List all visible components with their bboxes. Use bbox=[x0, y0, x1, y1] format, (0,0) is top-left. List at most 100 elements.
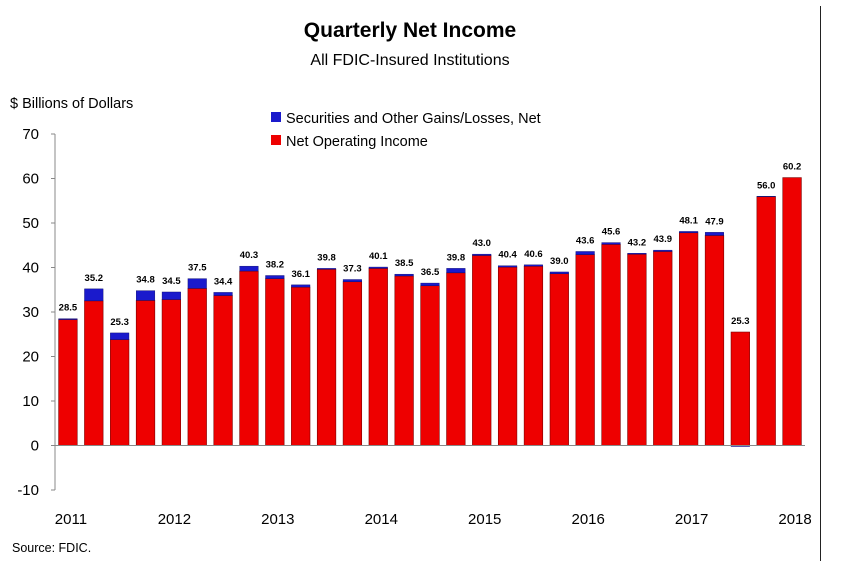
bar-net-operating-income bbox=[730, 331, 750, 446]
bar-net-operating-income bbox=[446, 272, 466, 446]
x-year-label: 2016 bbox=[571, 511, 604, 528]
bar-securities-gains bbox=[291, 284, 311, 288]
bar-net-operating-income bbox=[394, 275, 414, 446]
bar-securities-gains bbox=[575, 251, 595, 255]
bar-total-label: 35.2 bbox=[85, 273, 104, 284]
bar-total-label: 40.3 bbox=[240, 250, 259, 261]
y-tick-label: 30 bbox=[22, 304, 39, 321]
bar-total-label: 25.3 bbox=[110, 317, 129, 328]
bar-total-label: 40.6 bbox=[524, 249, 543, 260]
bar-net-operating-income bbox=[575, 254, 595, 446]
bar-net-operating-income bbox=[342, 281, 363, 446]
bar-total-label: 43.6 bbox=[576, 235, 595, 246]
bar-securities-gains bbox=[368, 266, 388, 269]
bar-securities-gains bbox=[239, 265, 259, 272]
bar-total-label: 34.5 bbox=[162, 276, 181, 287]
bar-total-label: 45.6 bbox=[602, 227, 621, 238]
x-year-label: 2012 bbox=[158, 511, 191, 528]
y-axis: -10 0 10 20 30 40 50 60 70 bbox=[17, 126, 56, 499]
y-tick-label: 40 bbox=[22, 260, 39, 277]
bar-total-label: 39.8 bbox=[317, 252, 336, 263]
bar-securities-gains bbox=[420, 282, 440, 286]
bar-securities-gains bbox=[653, 249, 673, 252]
bar-securities-gains bbox=[187, 278, 207, 289]
frame-divider bbox=[820, 6, 821, 561]
x-year-label: 2013 bbox=[261, 511, 294, 528]
bar-securities-gains bbox=[549, 271, 569, 274]
bar-total-label: 37.3 bbox=[343, 264, 362, 275]
bar-securities-gains bbox=[161, 291, 181, 300]
bar-net-operating-income bbox=[135, 300, 156, 446]
bar-net-operating-income bbox=[756, 196, 776, 446]
bar-securities-gains bbox=[265, 275, 285, 279]
bar-total-label: 43.9 bbox=[654, 234, 673, 245]
y-tick-label: 70 bbox=[22, 126, 39, 143]
bar-net-operating-income bbox=[627, 253, 647, 446]
bar-total-label: 36.5 bbox=[421, 267, 440, 278]
bar-total-label: 34.4 bbox=[214, 276, 233, 287]
y-tick-label: 0 bbox=[31, 438, 39, 455]
source-note: Source: FDIC. bbox=[12, 541, 91, 555]
bar-net-operating-income bbox=[420, 285, 440, 446]
bar-securities-gains bbox=[679, 231, 699, 233]
legend-swatch-net-operating bbox=[271, 135, 281, 145]
bars bbox=[58, 177, 802, 447]
bar-total-label: 25.3 bbox=[731, 316, 750, 327]
bar-total-label: 37.5 bbox=[188, 263, 207, 274]
x-year-label: 2018 bbox=[778, 511, 811, 528]
bar-securities-gains bbox=[601, 242, 621, 245]
bar-securities-gains bbox=[317, 268, 337, 270]
bar-securities-gains bbox=[342, 279, 362, 282]
x-year-label: 2011 bbox=[55, 511, 87, 528]
bar-securities-gains bbox=[498, 265, 518, 268]
bar-total-label: 28.5 bbox=[59, 303, 78, 314]
bar-securities-gains bbox=[627, 253, 647, 255]
bar-net-operating-income bbox=[110, 339, 130, 446]
bar-net-operating-income bbox=[58, 319, 78, 446]
bar-net-operating-income bbox=[368, 268, 388, 446]
y-tick-label: 20 bbox=[22, 349, 39, 366]
bar-securities-gains bbox=[704, 232, 724, 236]
legend-swatch-securities bbox=[271, 112, 281, 122]
chart-subtitle: All FDIC-Insured Institutions bbox=[310, 52, 509, 69]
bar-total-label: 34.8 bbox=[136, 275, 155, 286]
bar-net-operating-income bbox=[679, 232, 699, 446]
bar-net-operating-income bbox=[213, 295, 233, 446]
bar-net-operating-income bbox=[265, 278, 285, 446]
x-year-label: 2017 bbox=[675, 511, 708, 528]
bar-net-operating-income bbox=[601, 244, 621, 446]
x-year-label: 2015 bbox=[468, 511, 501, 528]
bar-securities-gains bbox=[136, 290, 156, 301]
bar-total-label: 40.1 bbox=[369, 251, 388, 262]
bar-net-operating-income bbox=[472, 255, 492, 446]
bar-net-operating-income bbox=[704, 235, 725, 446]
bar-total-label: 47.9 bbox=[705, 216, 724, 227]
bar-total-label: 40.4 bbox=[498, 250, 517, 261]
bar-total-label: 36.1 bbox=[291, 269, 310, 280]
bar-net-operating-income bbox=[316, 268, 337, 446]
bar-securities-gains bbox=[523, 264, 543, 267]
bar-total-label: 38.5 bbox=[395, 258, 414, 269]
legend-label-net-operating: Net Operating Income bbox=[286, 134, 428, 150]
y-tick-label: -10 bbox=[17, 482, 39, 499]
bar-securities-gains bbox=[84, 288, 104, 302]
bar-securities-gains bbox=[472, 253, 492, 256]
data-labels: 28.5 35.2 25.3 34.8 34.5 37.5 34.4 40.3 38.2 36.1… bbox=[59, 162, 802, 328]
chart-title: Quarterly Net Income bbox=[304, 19, 516, 42]
bar-net-operating-income bbox=[187, 288, 207, 446]
bar-total-label: 39.8 bbox=[447, 252, 466, 263]
bar-total-label: 43.0 bbox=[472, 238, 491, 249]
x-axis: 2011 2012 2013 2014 2015 2016 2017 2018 bbox=[55, 445, 812, 528]
bar-total-label: 43.2 bbox=[628, 237, 647, 248]
bar-total-label: 48.1 bbox=[679, 215, 698, 226]
bar-net-operating-income bbox=[161, 299, 181, 446]
bar-net-operating-income bbox=[497, 266, 518, 446]
bar-total-label: 38.2 bbox=[266, 260, 285, 271]
bar-net-operating-income bbox=[782, 177, 802, 446]
bar-net-operating-income bbox=[84, 300, 104, 446]
bar-total-label: 60.2 bbox=[783, 162, 802, 173]
bar-total-label: 39.0 bbox=[550, 256, 569, 267]
y-tick-label: 60 bbox=[22, 171, 39, 188]
